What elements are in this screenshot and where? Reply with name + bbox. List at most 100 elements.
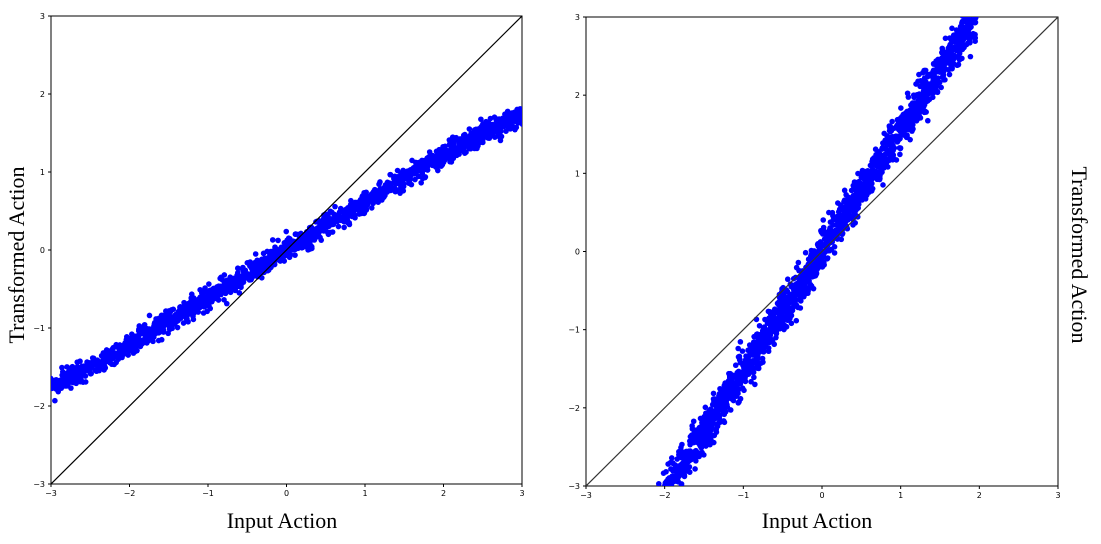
scatter-point [479,128,486,135]
scatter-point [793,264,800,271]
scatter-point [701,452,707,458]
scatter-point [846,206,853,213]
x-tick-label: −2 [659,491,671,500]
scatter-point [828,236,834,243]
scatter-point [839,226,846,233]
scatter-point [331,211,337,218]
scatter-point [158,312,165,319]
scatter-point [102,358,108,365]
y-tick-label: 0 [575,248,580,257]
scatter-point [788,312,795,319]
scatter-point [409,157,415,164]
scatter-point [910,112,916,118]
scatter-point [418,179,424,186]
scatter-point [817,258,823,265]
scatter-point [368,205,375,211]
identity-line [51,16,522,484]
scatter-point [743,372,749,379]
scatter-point [685,458,691,465]
scatter-point [111,361,117,368]
scatter-point [70,365,77,371]
scatter-point [760,326,767,332]
scatter-point [941,77,947,83]
scatter-point [477,139,484,146]
scatter-point [714,423,721,430]
scatter-point [397,190,403,196]
scatter-point [866,181,873,188]
scatter-point [158,318,164,325]
scatter-point [51,377,52,379]
scatter-point [59,364,65,371]
scatter-point [959,55,965,62]
y-tick-label: −2 [33,402,45,411]
y-tick-label: −1 [568,326,580,335]
scatter-point [343,207,349,213]
y-tick-label: −3 [33,480,45,489]
scatter-point [413,162,420,169]
scatter-point [387,171,393,178]
scatter-point [363,189,369,196]
scatter-point [889,118,895,125]
scatter-point [197,287,203,293]
scatter-point [515,120,521,126]
scatter-point [734,387,740,394]
scatter-point [737,381,744,387]
scatter-point [690,418,697,425]
scatter-point [412,176,418,183]
x-axis-label: Input Action [227,508,338,533]
scatter-point [131,344,138,350]
scatter-point [123,339,129,346]
scatter-point [43,378,49,384]
scatter-point [149,327,155,334]
scatter-point [708,411,714,418]
scatter-point [478,116,484,123]
scatter-point [835,226,841,233]
scatter-point [177,306,183,313]
scatter-point [400,183,407,190]
scatter-point [678,444,684,451]
scatter-point [146,312,153,319]
scatter-point [750,357,756,364]
scatter-point [512,111,519,118]
scatter-point [145,332,152,339]
y-axis-label: Transformed Action [1067,166,1092,343]
scatter-point [698,444,705,451]
scatter-point [847,197,853,203]
scatter-point [955,44,962,51]
scatter-point [796,286,803,292]
scatter-point [259,256,265,263]
scatter-point [248,275,255,282]
scatter-point [318,237,325,243]
scatter-point [450,147,456,154]
scatter-point [274,247,281,253]
scatter-point [524,117,530,123]
scatter-point [827,229,834,236]
scatter-point [143,329,149,335]
scatter-point [935,75,941,81]
scatter-point [916,71,922,78]
scatter-point [268,263,275,269]
scatter-point [837,211,844,218]
scatter-point [432,156,439,162]
scatter-point [107,359,113,366]
scatter-point [52,397,58,404]
scatter-point [426,154,433,161]
scatter-point [830,222,836,228]
scatter-point [946,71,953,78]
scatter-point [182,308,188,315]
scatter-point [479,124,485,130]
scatter-point [51,376,53,382]
scatter-point [324,229,331,236]
scatter-point [519,121,522,128]
x-tick-label: 2 [977,491,982,500]
scatter-point [745,368,751,375]
scatter-point [945,45,952,52]
scatter-point [964,24,971,30]
scatter-point [959,18,966,25]
scatter-point [919,106,925,112]
scatter-point [206,281,212,287]
scatter-point [841,220,848,227]
scatter-point [394,177,401,183]
scatter-point [773,327,780,334]
scatter-point [898,105,904,111]
